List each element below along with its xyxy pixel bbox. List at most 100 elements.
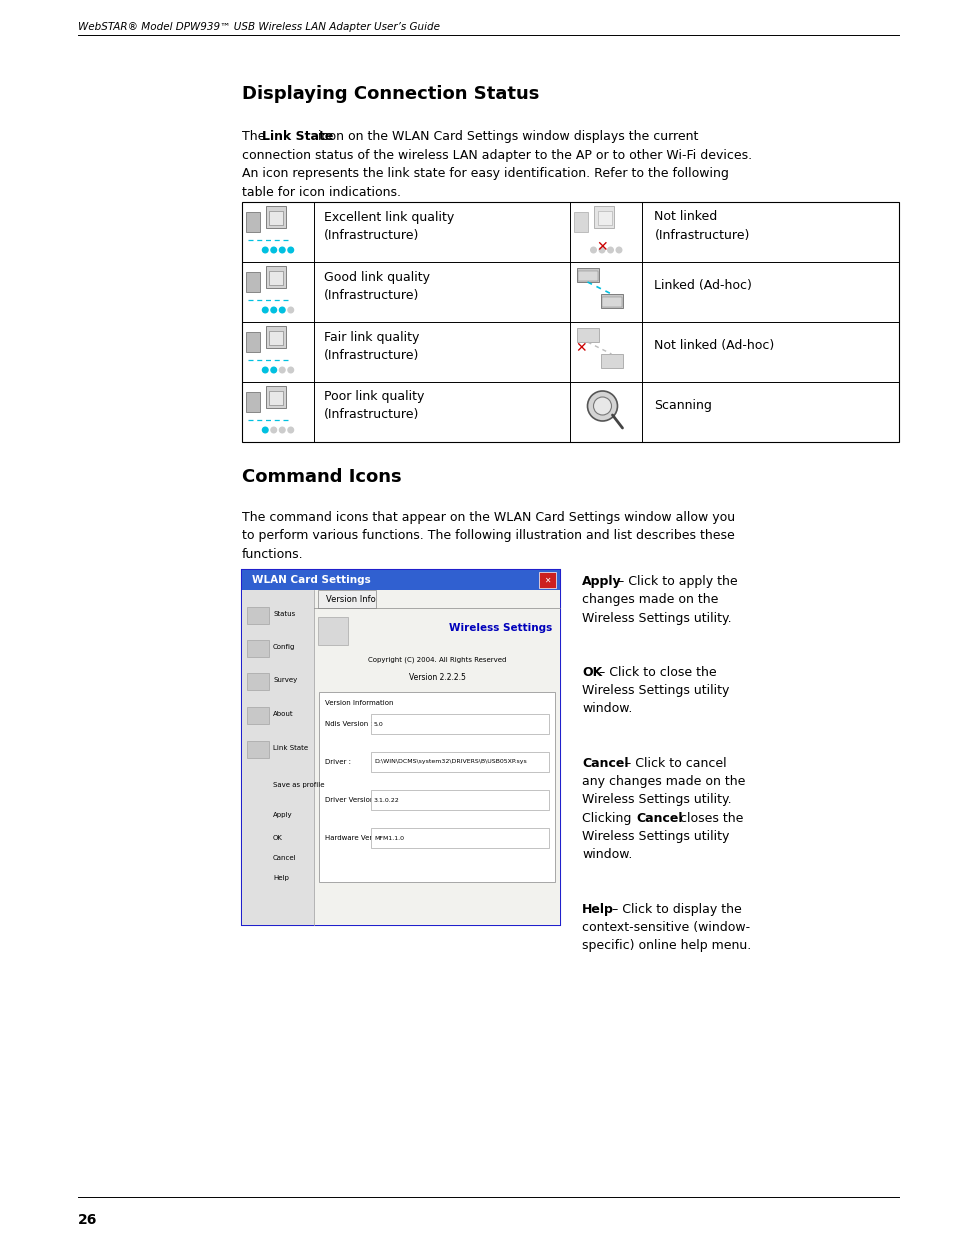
Text: Config: Config	[273, 643, 295, 650]
Text: The command icons that appear on the WLAN Card Settings window allow you: The command icons that appear on the WLA…	[242, 511, 735, 524]
Circle shape	[616, 247, 621, 253]
Text: OK: OK	[581, 666, 601, 679]
Bar	[266, 206, 286, 228]
Bar	[371, 752, 548, 772]
Circle shape	[587, 391, 617, 421]
Text: Hardware Version :: Hardware Version :	[325, 835, 391, 841]
Circle shape	[271, 427, 276, 432]
Text: Apply: Apply	[273, 811, 293, 818]
Bar	[246, 332, 260, 352]
Text: 3.1.0.22: 3.1.0.22	[374, 798, 399, 803]
Bar	[242, 590, 314, 925]
Bar	[242, 571, 559, 925]
Text: Wireless Settings: Wireless Settings	[448, 622, 552, 634]
Text: window.: window.	[581, 848, 632, 861]
Bar	[314, 590, 559, 925]
Circle shape	[271, 367, 276, 373]
Circle shape	[262, 247, 268, 253]
Text: Not linked
(Infrastructure): Not linked (Infrastructure)	[654, 210, 749, 242]
Circle shape	[271, 308, 276, 312]
Text: Wireless Settings utility: Wireless Settings utility	[581, 830, 729, 844]
Bar	[538, 572, 556, 588]
Text: to perform various functions. The following illustration and list describes thes: to perform various functions. The follow…	[242, 530, 734, 542]
Text: Help: Help	[581, 903, 613, 915]
Circle shape	[598, 247, 604, 253]
Bar	[242, 203, 898, 442]
Circle shape	[288, 367, 294, 373]
Text: changes made on the: changes made on the	[581, 593, 718, 606]
Circle shape	[607, 247, 613, 253]
Text: window.: window.	[581, 703, 632, 715]
Bar	[594, 206, 614, 228]
Bar	[576, 329, 598, 342]
Text: ✕: ✕	[544, 576, 550, 584]
Bar	[266, 326, 286, 348]
Text: 5.0: 5.0	[374, 721, 383, 726]
Text: Cancel: Cancel	[273, 855, 296, 861]
Bar	[317, 590, 375, 608]
Text: – Click to close the: – Click to close the	[598, 666, 716, 679]
Bar	[576, 268, 598, 282]
Text: WebSTAR® Model DPW939™ USB Wireless LAN Adapter User’s Guide: WebSTAR® Model DPW939™ USB Wireless LAN …	[78, 22, 439, 32]
Text: OK: OK	[273, 835, 283, 841]
Bar	[601, 296, 620, 308]
Text: Wireless Settings utility.: Wireless Settings utility.	[581, 611, 731, 625]
Text: – Click to apply the: – Click to apply the	[618, 576, 738, 588]
Text: functions.: functions.	[242, 548, 303, 561]
Circle shape	[262, 427, 268, 432]
Circle shape	[593, 396, 611, 415]
Text: Link State: Link State	[261, 130, 333, 143]
Bar	[247, 640, 269, 657]
Text: Version Information: Version Information	[325, 700, 393, 706]
Text: Good link quality
(Infrastructure): Good link quality (Infrastructure)	[324, 270, 430, 301]
Text: WLAN Card Settings: WLAN Card Settings	[252, 576, 371, 585]
Bar	[246, 272, 260, 291]
Text: D:\WIN\DCMS\system32\DRIVERS\B\USB05XP.sys: D:\WIN\DCMS\system32\DRIVERS\B\USB05XP.s…	[374, 760, 526, 764]
Bar	[269, 391, 283, 405]
Text: An icon represents the link state for easy identification. Refer to the followin: An icon represents the link state for ea…	[242, 167, 728, 180]
Text: Displaying Connection Status: Displaying Connection Status	[242, 85, 538, 103]
Text: closes the: closes the	[676, 811, 742, 825]
Bar	[247, 606, 269, 624]
Circle shape	[279, 308, 285, 312]
Text: About: About	[273, 711, 294, 718]
Bar	[266, 266, 286, 288]
Text: Driver :: Driver :	[325, 760, 351, 764]
Bar	[577, 270, 597, 282]
Circle shape	[271, 247, 276, 253]
Text: Cancel: Cancel	[636, 811, 682, 825]
Bar	[269, 331, 283, 345]
Bar	[269, 211, 283, 225]
Text: – Click to display the: – Click to display the	[611, 903, 740, 915]
Text: Wireless Settings utility: Wireless Settings utility	[581, 684, 729, 698]
Text: Ndis Version :: Ndis Version :	[325, 721, 373, 727]
Text: Cancel: Cancel	[581, 757, 628, 769]
Text: specific) online help menu.: specific) online help menu.	[581, 939, 750, 952]
Circle shape	[279, 427, 285, 432]
Text: Excellent link quality
(Infrastructure): Excellent link quality (Infrastructure)	[324, 210, 454, 242]
Circle shape	[288, 247, 294, 253]
Text: Poor link quality
(Infrastructure): Poor link quality (Infrastructure)	[324, 390, 424, 421]
Circle shape	[590, 247, 596, 253]
Circle shape	[262, 308, 268, 312]
Bar	[242, 571, 559, 590]
Text: Fair link quality
(Infrastructure): Fair link quality (Infrastructure)	[324, 331, 419, 362]
Text: Scanning: Scanning	[654, 399, 712, 412]
Bar	[269, 270, 283, 285]
Bar	[247, 673, 269, 690]
Text: MFM1.1.0: MFM1.1.0	[374, 836, 403, 841]
Text: ✕: ✕	[575, 341, 587, 354]
Bar	[597, 211, 611, 225]
Bar	[246, 391, 260, 412]
Text: any changes made on the: any changes made on the	[581, 776, 744, 788]
Text: table for icon indications.: table for icon indications.	[242, 185, 400, 199]
Circle shape	[262, 367, 268, 373]
Text: ✕: ✕	[596, 240, 608, 254]
Bar	[371, 714, 548, 734]
Text: Apply: Apply	[581, 576, 621, 588]
Text: connection status of the wireless LAN adapter to the AP or to other Wi-Fi device: connection status of the wireless LAN ad…	[242, 148, 751, 162]
Text: Not linked (Ad-hoc): Not linked (Ad-hoc)	[654, 340, 774, 352]
Bar	[247, 741, 269, 758]
Bar	[371, 790, 548, 810]
Circle shape	[279, 367, 285, 373]
